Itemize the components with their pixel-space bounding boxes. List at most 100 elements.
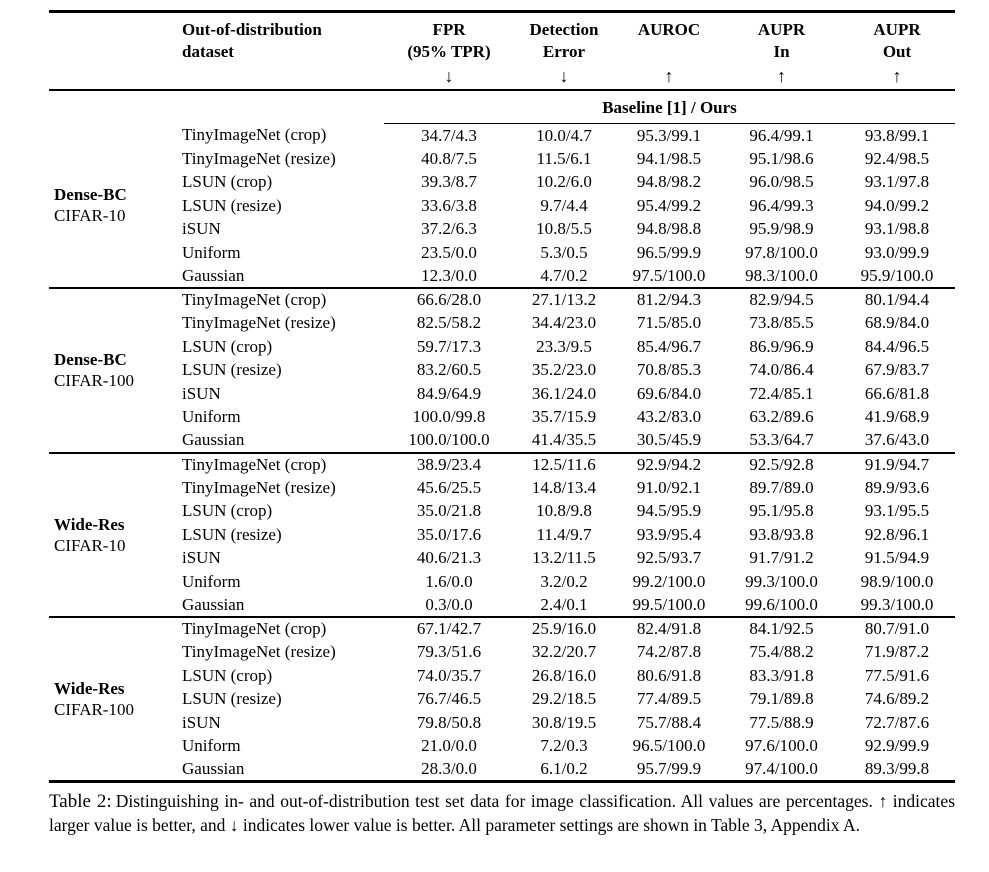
ood-dataset-name: LSUN (crop) [182, 501, 273, 521]
metric-value: 77.5/88.9 [749, 712, 814, 732]
metric-value: 0.3/0.0 [384, 593, 514, 618]
ood-dataset-name: Uniform [182, 242, 241, 262]
metric-value: 96.5/100.0 [632, 736, 706, 756]
ood-dataset-name: Uniform [182, 736, 241, 756]
metric-value: 79.8/50.8 [416, 712, 482, 732]
metric-value: 34.7/4.3 [421, 125, 477, 145]
ood-dataset-name: LSUN (resize) [182, 524, 282, 544]
header-auprout-line1: AUPR [873, 20, 921, 39]
table-row: TinyImageNet (resize) 82.5/58.2 34.4/23.0 7… [49, 312, 955, 336]
metric-value: 30.5/45.9 [614, 429, 724, 454]
metric-value: 4.7/0.2 [514, 264, 614, 289]
table-row: Gaussian 28.3/0.0 6.1/0.2 95.7/99.9 97.4/100… [49, 758, 955, 783]
metric-value: 72.7/87.6 [864, 712, 930, 732]
table-header: Out-of-distribution dataset FPR (95% TPR… [49, 11, 955, 124]
metric-value: 93.8/99.1 [864, 125, 930, 145]
down-arrow-icon: ↓ [444, 66, 454, 86]
header-auroc-line1: AUROC [637, 20, 701, 39]
metric-value: 99.3/100.0 [745, 571, 818, 591]
table-row: Uniform 1.6/0.0 3.2/0.2 99.2/100.0 99.3/100.… [49, 570, 955, 594]
metric-value: 99.2/100.0 [632, 571, 706, 591]
ood-dataset-name: Uniform [182, 571, 241, 591]
ood-dataset-name: iSUN [182, 712, 221, 732]
metric-value: 89.9/93.6 [864, 477, 930, 497]
metric-value: 92.5/93.7 [636, 548, 702, 568]
metric-value: 25.9/16.0 [531, 619, 597, 639]
metric-value: 91.7/91.2 [749, 548, 814, 568]
metric-value: 35.0/17.6 [416, 524, 482, 544]
metric-value: 98.9/100.0 [860, 571, 934, 591]
metric-value: 93.1/95.5 [864, 501, 930, 521]
up-arrow-icon: ↑ [664, 66, 674, 86]
ood-dataset-name: TinyImageNet (crop) [182, 619, 327, 639]
metric-value: 94.1/98.5 [636, 148, 702, 168]
metric-value: 67.1/42.7 [416, 619, 482, 639]
metric-value: 96.4/99.3 [749, 195, 814, 215]
ood-dataset-name: iSUN [182, 219, 221, 239]
ood-dataset-name: LSUN (crop) [182, 665, 273, 685]
table-row: TinyImageNet (resize) 40.8/7.5 11.5/6.1 94.… [49, 147, 955, 171]
metric-value: 92.8/96.1 [864, 524, 930, 544]
metric-value: 93.9/95.4 [636, 524, 702, 544]
metric-value: 37.6/43.0 [839, 429, 955, 454]
table-row: LSUN (crop) 59.7/17.3 23.3/9.5 85.4/96.7 86.… [49, 335, 955, 359]
table-row: LSUN (resize) 33.6/3.8 9.7/4.4 95.4/99.2 96.… [49, 194, 955, 218]
caption-label: Table 2: [49, 791, 112, 812]
table-row: LSUN (crop) 74.0/35.7 26.8/16.0 80.6/91.8 83… [49, 664, 955, 688]
metric-value: 94.5/95.9 [636, 501, 702, 521]
metric-value: 35.2/23.0 [531, 360, 597, 380]
metric-value: 10.8/5.5 [536, 219, 592, 239]
metric-value: 3.2/0.2 [540, 571, 588, 591]
header-derr-line2: Error [542, 42, 586, 61]
metric-value: 100.0/100.0 [384, 429, 514, 454]
ood-dataset-name: iSUN [182, 383, 221, 403]
header-aupr-out: AUPR Out ↑ [839, 11, 955, 91]
table-row: iSUN 79.8/50.8 30.8/19.5 75.7/88.4 77.5/88.9… [49, 711, 955, 735]
metric-value: 94.8/98.2 [636, 172, 702, 192]
ood-dataset-name: Uniform [182, 407, 241, 427]
metric-value: 26.8/16.0 [531, 665, 597, 685]
header-fpr-line1: FPR [432, 20, 466, 39]
metric-value: 59.7/17.3 [416, 336, 482, 356]
ood-dataset-name: TinyImageNet (crop) [182, 454, 327, 474]
table-row: iSUN 40.6/21.3 13.2/11.5 92.5/93.7 91.7/91.2… [49, 547, 955, 571]
up-arrow-icon: ↑ [777, 66, 786, 86]
metric-value: 5.3/0.5 [540, 242, 588, 262]
metric-value: 35.7/15.9 [531, 407, 597, 427]
metric-value: 68.9/84.0 [864, 313, 930, 333]
metric-value: 92.5/92.8 [749, 454, 814, 474]
ood-dataset-name: LSUN (crop) [182, 336, 273, 356]
metric-value: 91.5/94.9 [864, 548, 930, 568]
table-row: LSUN (resize) 76.7/46.5 29.2/18.5 77.4/89.5… [49, 688, 955, 712]
metric-value: 99.6/100.0 [724, 593, 839, 618]
metric-value: 97.4/100.0 [724, 758, 839, 783]
table-caption: Table 2: Distinguishing in- and out-of-di… [49, 789, 955, 838]
span-header-row: Baseline [1] / Ours [49, 90, 955, 124]
metric-value: 23.3/9.5 [536, 336, 592, 356]
metric-value: 92.9/99.9 [864, 736, 930, 756]
table-row: Dense-BC CIFAR-100 TinyImageNet (crop) 66.6… [49, 288, 955, 454]
metric-value: 41.4/35.5 [514, 429, 614, 454]
model-dataset-label: Wide-Res CIFAR-100 [49, 617, 182, 783]
table-row: TinyImageNet (resize) 45.6/25.5 14.8/13.4 9… [49, 476, 955, 500]
table-row: LSUN (crop) 35.0/21.8 10.8/9.8 94.5/95.9 95.… [49, 500, 955, 524]
table-row: Wide-Res CIFAR-100 TinyImageNet (crop) 67.1… [49, 617, 955, 783]
header-ood-line1: Out-of-distribution [182, 20, 322, 39]
metric-value: 53.3/64.7 [724, 429, 839, 454]
header-auprin-line2: In [773, 42, 790, 61]
table-row: Uniform 100.0/99.8 35.7/15.9 43.2/83.0 63.2/… [49, 406, 955, 430]
metric-value: 74.0/35.7 [416, 665, 482, 685]
metric-value: 38.9/23.4 [416, 454, 482, 474]
header-fpr-line2: (95% TPR) [407, 42, 491, 61]
ood-dataset-name: Gaussian [182, 758, 384, 783]
metric-value: 40.6/21.3 [416, 548, 482, 568]
metric-value: 91.0/92.1 [636, 477, 702, 497]
metric-value: 92.9/94.2 [636, 454, 702, 474]
metric-value: 74.0/86.4 [749, 360, 814, 380]
ood-dataset-name: iSUN [182, 548, 221, 568]
ood-dataset-name: TinyImageNet (resize) [182, 642, 336, 662]
metric-value: 94.0/99.2 [864, 195, 930, 215]
ood-dataset-name: Gaussian [182, 264, 384, 289]
metric-value: 39.3/8.7 [421, 172, 477, 192]
table-row: Uniform 21.0/0.0 7.2/0.3 96.5/100.0 97.6/100… [49, 735, 955, 759]
